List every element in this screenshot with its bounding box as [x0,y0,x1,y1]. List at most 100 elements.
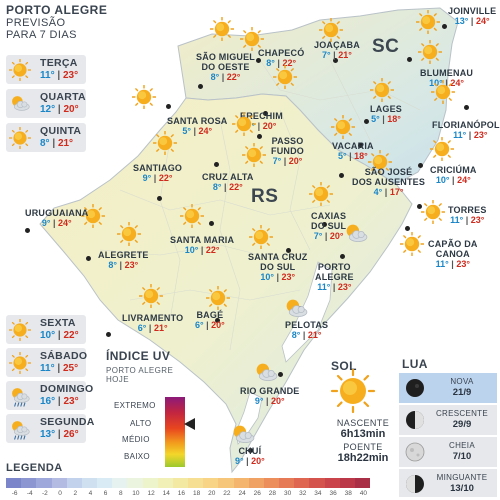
city-max: 24° [475,16,490,26]
city-temps: 8° | 23° [108,260,139,270]
last-quarter-icon [404,473,426,500]
city-max: 22° [158,173,173,183]
city-name-line2: FUNDO [271,146,304,156]
city-marker [339,173,344,178]
uv-subtitle-1: PORTO ALEGRE [106,366,174,375]
city-min: 7° [272,156,282,166]
forecast-day: QUARTA 12° | 20° [6,89,86,118]
city-label-alegrete: ALEGRETE 8° | 23° [98,250,149,270]
city-label-chui: CHUÍ 9° | 20° [235,446,265,466]
legend-value: 28 [268,490,277,497]
legend-value: 8 [118,490,123,497]
city-label-santa-rosa: SANTA ROSA 5° | 24° [167,116,228,136]
sun-icon [318,17,344,47]
partly-cloudy-icon [9,93,31,115]
city-temps: 6° | 20° [195,320,225,330]
city-max: 21° [338,50,352,60]
city-max: 20° [211,320,225,330]
city-min: 7° [322,50,331,60]
city-temps: 7° | 21° [322,50,352,60]
city-max: 24° [457,175,471,185]
sun-rain-icon [9,385,31,407]
city-label-blumenau: BLUMENAU 10° | 24° [420,68,473,88]
city-marker [340,254,345,259]
forecast-day-temps: 10° | 22° [40,330,79,341]
sun-icon [417,39,443,69]
city-marker [215,318,220,323]
forecast-min: 11° [40,363,55,374]
city-marker [25,228,30,233]
city-name-line2: DO SUL [260,262,296,272]
city-label-capao: CAPÃO DA CANOA 11° | 23° [428,239,478,269]
legend-value: 4 [88,490,93,497]
city-temps: 10° | 23° [260,272,296,282]
city-temps: 10° | 22° [184,245,220,255]
city-marker [86,256,91,261]
city-marker [248,448,253,453]
sun-icon [8,351,32,375]
city-marker [442,24,447,29]
forecast-day-name: SEGUNDA [40,416,95,428]
forecast-min: 8° [40,138,50,149]
city-min: 11° [450,215,464,225]
city-name: VACARIA [332,141,374,151]
forecast-day-temps: 13° | 26° [40,429,79,440]
legend-color-cell [294,478,310,488]
uv-current-pointer-icon [184,418,195,430]
city-label-passo-fundo: PASSO FUNDO 7° | 20° [271,136,304,166]
sun-panel-title: SOL [331,357,357,375]
city-label-santa-cruz: SANTA CRUZ DO SUL 10° | 23° [248,252,308,282]
city-label-chapeco: CHAPECÓ 8° | 22° [258,48,304,68]
city-label-uruguaiana: URUGUAIANA 9° | 24° [25,208,89,228]
city-min: 6° [195,320,204,330]
city-temps: 9° | 22° [142,173,173,183]
city-marker [278,372,283,377]
city-min: 4° [373,187,383,197]
city-name: CRUZ ALTA [202,172,254,182]
city-name: CAPÃO DA [428,239,478,249]
city-marker [286,248,291,253]
sunrise-block: NASCENTE 6h13min POENTE 18h22min [332,418,394,464]
city-marker [198,84,203,89]
city-min: 10° [429,78,443,88]
sun-icon [179,203,205,233]
forecast-min: 13° [40,429,56,440]
city-name-line2: CANOA [435,249,470,259]
forecast-day-name: DOMINGO [40,383,94,395]
moon-phase: CRESCENTE 29/9 [399,405,497,435]
city-marker [263,111,268,116]
city-min: 10° [184,245,199,255]
forecast-day: QUINTA 8° | 21° [6,123,86,152]
city-max: 23° [470,215,485,225]
city-max: 20° [288,156,303,166]
city-temps: 10° | 24° [435,175,471,185]
forecast-day-name: TERÇA [40,57,78,69]
sun-icon [369,77,395,107]
city-marker [464,105,469,110]
city-name: SANTIAGO [133,163,183,173]
city-marker [157,196,162,201]
legend-color-cell [279,478,295,488]
city-temps: 8° | 22° [212,182,243,192]
city-name: SÃO MIGUEL [196,52,256,62]
full-moon-icon [404,441,426,468]
sun-icon [415,9,441,39]
forecast-day: SEXTA 10° | 22° [6,315,86,344]
city-marker [358,143,363,148]
city-max: 17° [389,187,404,197]
city-temps: 8° | 22° [210,72,241,82]
legend-value: 34 [314,490,322,497]
uv-index-panel: ÍNDICE UV PORTO ALEGRE HOJE [106,349,173,384]
uv-level-baixo: BAIXO [124,452,150,461]
city-name: LIVRAMENTO [122,313,184,323]
legend-color-cell [339,478,356,488]
legend-color-cell [81,478,98,488]
city-min: 8° [266,58,275,68]
city-name: PORTO [317,262,351,272]
sun-icon [205,285,231,315]
legend-value: -6 [11,490,18,497]
city-label-pelotas: PELOTAS 8° | 21° [285,320,328,340]
sun-icon [367,149,393,179]
legend-color-cell [142,478,159,488]
sun-icon [80,203,106,233]
